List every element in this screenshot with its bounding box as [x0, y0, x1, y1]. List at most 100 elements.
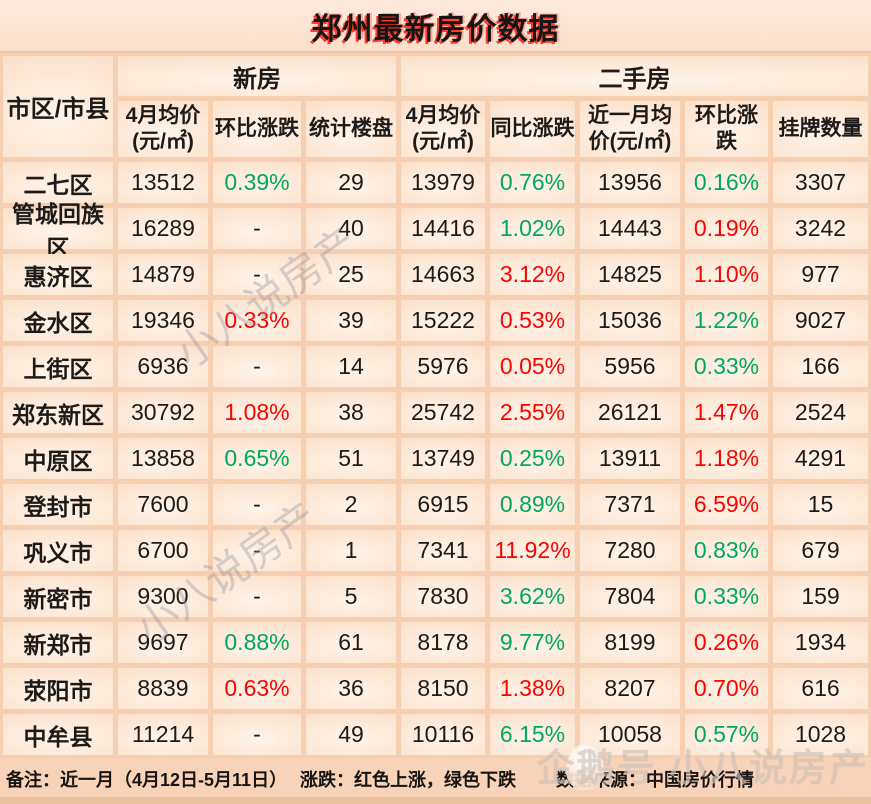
value-cell: 6.15% — [490, 714, 575, 755]
value-cell: 0.70% — [685, 668, 768, 709]
value-cell: 1.10% — [685, 254, 768, 295]
column-header-new-mom-change: 环比涨跌 — [213, 101, 301, 157]
district-cell: 登封市 — [3, 484, 113, 525]
value-cell: 1934 — [773, 622, 868, 663]
district-cell: 中牟县 — [3, 714, 113, 755]
district-cell: 中原区 — [3, 438, 113, 479]
value-cell: 0.25% — [490, 438, 575, 479]
value-cell: 0.16% — [685, 162, 768, 203]
value-cell: 3307 — [773, 162, 868, 203]
value-cell: 51 — [306, 438, 396, 479]
value-cell: 6700 — [118, 530, 208, 571]
value-cell: 0.39% — [213, 162, 301, 203]
value-cell: 7341 — [401, 530, 485, 571]
district-cell: 二七区 — [3, 162, 113, 203]
value-cell: 11214 — [118, 714, 208, 755]
district-cell: 新密市 — [3, 576, 113, 617]
value-cell: 7600 — [118, 484, 208, 525]
value-cell: 4291 — [773, 438, 868, 479]
value-cell: 2524 — [773, 392, 868, 433]
value-cell: 159 — [773, 576, 868, 617]
table-grid: 市区/市县 新房 二手房 4月均价 (元/㎡) 环比涨跌 统计楼盘 4月均价 (… — [0, 53, 871, 758]
value-cell: 7830 — [401, 576, 485, 617]
value-cell: 39 — [306, 300, 396, 341]
group-header-second-hand: 二手房 — [401, 56, 868, 96]
value-cell: - — [213, 254, 301, 295]
value-cell: 13911 — [580, 438, 680, 479]
value-cell: 1.38% — [490, 668, 575, 709]
footer-color-legend: 涨跌：红色上涨，绿色下跌 — [300, 770, 516, 790]
district-cell: 管城回族区 — [3, 201, 113, 261]
value-cell: 8178 — [401, 622, 485, 663]
value-cell: 1.47% — [685, 392, 768, 433]
value-cell: 0.63% — [213, 668, 301, 709]
value-cell: 13512 — [118, 162, 208, 203]
column-header-new-april-avg: 4月均价 (元/㎡) — [118, 101, 208, 157]
value-cell: 0.88% — [213, 622, 301, 663]
value-cell: 3.62% — [490, 576, 575, 617]
value-cell: 0.53% — [490, 300, 575, 341]
value-cell: 0.33% — [213, 300, 301, 341]
group-header-new-house: 新房 — [118, 56, 396, 96]
district-cell: 金水区 — [3, 300, 113, 341]
value-cell: 14879 — [118, 254, 208, 295]
value-cell: 19346 — [118, 300, 208, 341]
value-cell: - — [213, 714, 301, 755]
value-cell: - — [213, 530, 301, 571]
value-cell: 36 — [306, 668, 396, 709]
value-cell: 14443 — [580, 208, 680, 249]
value-cell: 30792 — [118, 392, 208, 433]
value-cell: 977 — [773, 254, 868, 295]
value-cell: 1028 — [773, 714, 868, 755]
column-header-used-april-avg: 4月均价 (元/㎡) — [401, 101, 485, 157]
value-cell: 0.05% — [490, 346, 575, 387]
value-cell: 2.55% — [490, 392, 575, 433]
value-cell: 11.92% — [490, 530, 575, 571]
value-cell: 7804 — [580, 576, 680, 617]
value-cell: 6936 — [118, 346, 208, 387]
value-cell: 3242 — [773, 208, 868, 249]
value-cell: 15036 — [580, 300, 680, 341]
page-title: 郑州最新房价数据 — [311, 12, 560, 46]
value-cell: 2 — [306, 484, 396, 525]
column-header-used-yoy-change: 同比涨跌 — [490, 101, 575, 157]
value-cell: 8150 — [401, 668, 485, 709]
value-cell: 15222 — [401, 300, 485, 341]
value-cell: 26121 — [580, 392, 680, 433]
footer-data-source: 数据来源：中国房价行情 — [556, 770, 754, 790]
value-cell: 0.33% — [685, 346, 768, 387]
title-bar: 郑州最新房价数据 — [0, 0, 871, 53]
value-cell: 166 — [773, 346, 868, 387]
value-cell: 0.19% — [685, 208, 768, 249]
value-cell: 61 — [306, 622, 396, 663]
value-cell: 0.26% — [685, 622, 768, 663]
value-cell: 8839 — [118, 668, 208, 709]
corner-header: 市区/市县 — [3, 56, 113, 157]
column-header-used-mom-change: 环比涨跌 — [685, 101, 768, 157]
value-cell: 25742 — [401, 392, 485, 433]
value-cell: 38 — [306, 392, 396, 433]
district-cell: 上街区 — [3, 346, 113, 387]
value-cell: 1.08% — [213, 392, 301, 433]
value-cell: 1 — [306, 530, 396, 571]
value-cell: 13979 — [401, 162, 485, 203]
value-cell: 25 — [306, 254, 396, 295]
value-cell: - — [213, 208, 301, 249]
column-header-listing-count: 挂牌数量 — [773, 101, 868, 157]
value-cell: 0.83% — [685, 530, 768, 571]
value-cell: 1.22% — [685, 300, 768, 341]
value-cell: 679 — [773, 530, 868, 571]
value-cell: 9027 — [773, 300, 868, 341]
value-cell: 0.76% — [490, 162, 575, 203]
value-cell: 6915 — [401, 484, 485, 525]
value-cell: 0.89% — [490, 484, 575, 525]
value-cell: 1.02% — [490, 208, 575, 249]
value-cell: 5956 — [580, 346, 680, 387]
value-cell: 616 — [773, 668, 868, 709]
value-cell: 15 — [773, 484, 868, 525]
value-cell: 6.59% — [685, 484, 768, 525]
value-cell: 14663 — [401, 254, 485, 295]
value-cell: - — [213, 576, 301, 617]
value-cell: 9697 — [118, 622, 208, 663]
